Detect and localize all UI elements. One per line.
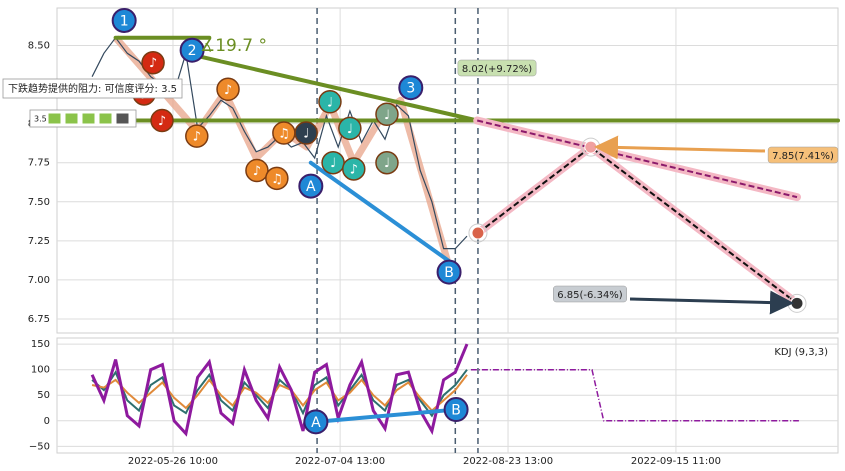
signal-symbol: ♫ xyxy=(271,172,283,187)
plot-layer: 8.508.258.007.757.507.257.006.7515010050… xyxy=(2,8,840,467)
angle-label: ∡19.7 ° xyxy=(200,36,267,56)
signal-marker xyxy=(375,102,399,126)
y-tick-label: 50 xyxy=(37,390,50,401)
kdj-forecast xyxy=(470,368,799,422)
y-tick-label: −50 xyxy=(29,441,50,452)
signal-symbol: ♪ xyxy=(224,83,232,98)
tooltip-box xyxy=(2,78,183,99)
y-tick-label: 8.50 xyxy=(28,41,50,52)
score-icon xyxy=(64,112,79,125)
wave-label: B xyxy=(444,265,454,281)
signal-marker xyxy=(265,166,289,191)
signal-symbol: ♪ xyxy=(149,56,157,71)
signal-symbol: ♪ xyxy=(253,164,261,179)
kdj-line xyxy=(91,374,468,412)
price-label: 7.85(7.41%) xyxy=(767,146,839,164)
x-tick-label: 2022-09-15 11:00 xyxy=(631,456,721,467)
signal-marker xyxy=(338,116,362,141)
signal-symbol: ♩ xyxy=(384,108,390,123)
y-tick-label: 7.00 xyxy=(28,275,50,286)
signal-symbol: ♩ xyxy=(384,156,390,171)
tooltip: 下跌趋势提供的阻力: 可信度评分: 3.5 3.5 xyxy=(2,78,183,128)
price-label-text: 6.85(-6.34%) xyxy=(557,290,623,301)
signal-symbol: ♩ xyxy=(330,156,336,171)
price-label-box xyxy=(767,146,839,164)
wave-marker xyxy=(303,409,329,435)
kdj-line xyxy=(91,369,468,418)
score-icon xyxy=(98,112,113,125)
signal-marker xyxy=(294,121,318,145)
x-tick-label: 2022-08-23 13:00 xyxy=(463,456,553,467)
y-tick-label: 0 xyxy=(44,416,50,427)
signal-marker xyxy=(185,124,209,148)
signal-symbol: ♩ xyxy=(347,122,353,137)
tooltip-text: 下跌趋势提供的阻力: 可信度评分: 3.5 xyxy=(8,82,177,95)
price-label: 8.02(+9.72%) xyxy=(457,59,537,77)
price-label-box xyxy=(457,59,537,77)
wave-marker xyxy=(443,397,469,423)
signal-symbol: ♪ xyxy=(350,162,358,177)
forecast-point xyxy=(584,140,598,154)
price-label-text: 7.85(7.41%) xyxy=(772,151,834,162)
y-tick-label: 6.75 xyxy=(28,314,50,325)
y-tick-label: 150 xyxy=(31,339,50,350)
wave-label: A xyxy=(311,415,321,431)
signal-symbol: ♪ xyxy=(193,130,201,145)
score-text: 3.5 xyxy=(34,115,47,124)
score-icon xyxy=(115,112,130,125)
score-icon xyxy=(81,112,96,125)
trend-line xyxy=(183,51,480,123)
signal-marker xyxy=(342,157,366,181)
x-tick-label: 2022-07-04 13:00 xyxy=(295,456,385,467)
signal-symbol: ♩ xyxy=(303,127,309,142)
wave-marker xyxy=(298,173,324,199)
price-label-text: 8.02(+9.72%) xyxy=(462,64,532,75)
y-tick-label: 7.50 xyxy=(28,197,50,208)
y-tick-label: 7.25 xyxy=(28,236,50,247)
forecast-point xyxy=(790,296,804,310)
wave-label: 1 xyxy=(120,14,129,30)
kdj-trend xyxy=(315,407,457,424)
signal-symbol: ♩ xyxy=(327,95,333,110)
kdj-title: KDJ (9,3,3) xyxy=(774,347,828,358)
wave-marker xyxy=(179,37,205,63)
signal-symbol: ♪ xyxy=(158,114,166,129)
trend-line xyxy=(308,160,452,264)
wave-marker xyxy=(398,75,424,101)
wave-label: B xyxy=(451,403,461,419)
wave-label: 2 xyxy=(188,43,197,59)
wave-marker xyxy=(111,8,137,33)
signal-marker xyxy=(150,108,174,133)
forecast-line xyxy=(476,119,798,199)
x-tick-label: 2022-05-26 10:00 xyxy=(128,456,218,467)
wave-label: 3 xyxy=(406,81,415,97)
signal-symbol: ♫ xyxy=(278,127,290,142)
signal-marker xyxy=(318,90,342,114)
wave-label: A xyxy=(306,179,316,195)
wave-marker xyxy=(436,259,462,285)
score-icon xyxy=(47,112,62,125)
kdj-line xyxy=(90,343,469,437)
price-label: 6.85(-6.34%) xyxy=(553,285,627,303)
arrow xyxy=(629,290,794,315)
signal-marker xyxy=(245,158,269,183)
y-tick-label: 100 xyxy=(31,365,50,376)
signal-marker xyxy=(375,150,399,175)
forecast-ring xyxy=(468,223,488,243)
forecast-line xyxy=(477,145,798,305)
forecast-point xyxy=(471,226,485,240)
signal-marker xyxy=(141,50,165,75)
arrow xyxy=(594,135,766,160)
signal-marker xyxy=(216,77,240,101)
price-label-box xyxy=(553,285,627,303)
y-tick-label: 7.75 xyxy=(28,158,50,169)
